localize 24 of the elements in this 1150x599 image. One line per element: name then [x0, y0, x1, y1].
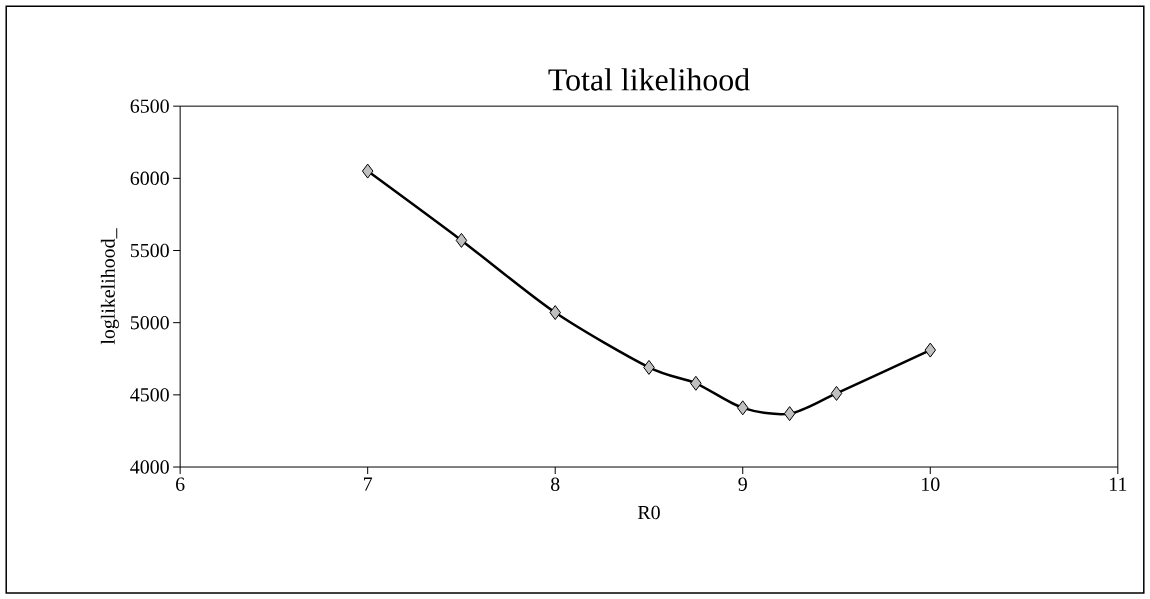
point — [690, 375, 702, 391]
point — [924, 342, 937, 358]
y-tick-label: 4000 — [130, 460, 169, 474]
x-axis-title: R0 — [637, 505, 660, 520]
point — [737, 400, 749, 416]
x-tick-label: 9 — [738, 477, 747, 491]
y-tick-label: 4500 — [130, 388, 169, 402]
point — [783, 406, 796, 422]
x-tick-label: 8 — [551, 477, 560, 491]
chart-title: Total likelihood — [548, 68, 750, 91]
x-tick-label: 7 — [364, 477, 373, 491]
point — [830, 385, 843, 401]
y-tick-label: 5500 — [130, 243, 169, 258]
y-tick-label: 5000 — [130, 315, 169, 330]
x-tick-label: 10 — [922, 477, 940, 491]
x-tick-label: 11 — [1109, 477, 1127, 491]
point — [549, 304, 561, 320]
y-axis-title: loglikelihood_ — [100, 228, 119, 345]
point — [643, 359, 655, 375]
y-tick-label: 6500 — [130, 99, 169, 113]
point — [361, 163, 374, 179]
x-tick-label: 6 — [176, 477, 185, 491]
point — [455, 232, 468, 248]
y-tick-label: 6000 — [130, 171, 169, 185]
